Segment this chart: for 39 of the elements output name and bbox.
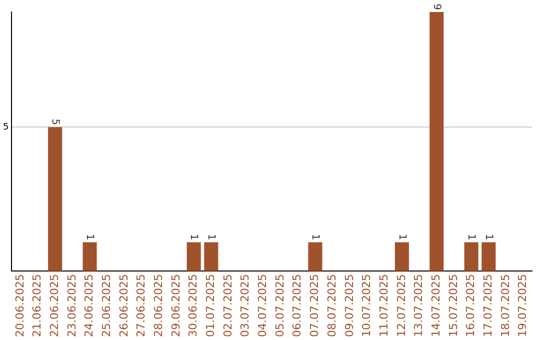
data-label: 9 [431, 4, 442, 10]
data-label: 1 [84, 234, 96, 240]
x-tick-label: 24.06.2025 [82, 274, 96, 338]
x-tick-label: 03.07.2025 [238, 274, 252, 338]
x-tick-label: 25.06.2025 [100, 274, 113, 338]
data-label: 1 [466, 234, 477, 240]
x-tick-label: 06.07.2025 [290, 274, 304, 338]
x-tick-label: 02.07.2025 [221, 274, 234, 338]
x-tick-label: 19.07.2025 [516, 274, 530, 338]
x-tick-label: 14.07.2025 [429, 274, 442, 338]
x-tick-label: 30.06.2025 [186, 274, 200, 338]
x-tick-label: 16.07.2025 [464, 274, 478, 338]
x-tick-label: 01.07.2025 [204, 274, 218, 338]
x-tick-label: 20.06.2025 [13, 274, 26, 338]
data-label: 1 [310, 234, 321, 240]
x-tick-label: 28.06.2025 [152, 274, 165, 338]
x-tick-label: 22.06.2025 [48, 274, 61, 338]
x-tick-label: 12.07.2025 [394, 274, 408, 338]
x-tick-label: 21.06.2025 [30, 274, 44, 338]
x-tick-label: 15.07.2025 [446, 274, 460, 338]
data-label: 1 [483, 234, 494, 240]
x-tick-label: 07.07.2025 [308, 274, 322, 338]
x-tick-label: 27.06.2025 [134, 274, 148, 338]
data-label: 5 [49, 118, 60, 126]
x-tick-label: 10.07.2025 [360, 274, 374, 338]
x-tick-label: 11.07.2025 [377, 274, 390, 338]
data-label: 1 [188, 234, 200, 240]
x-tick-label: 17.07.2025 [482, 274, 495, 338]
x-tick-label: 08.07.2025 [325, 274, 338, 338]
data-label: 1 [396, 234, 408, 240]
x-tick-label: 29.06.2025 [169, 274, 182, 338]
x-tick-label: 09.07.2025 [342, 274, 356, 338]
x-tick-label: 18.07.2025 [498, 274, 512, 338]
x-tick-label: 04.07.2025 [256, 274, 270, 338]
data-label: 1 [206, 234, 217, 240]
x-tick-label: 13.07.2025 [412, 274, 426, 338]
x-tick-label: 23.06.2025 [65, 274, 78, 338]
x-tick-label: 05.07.2025 [273, 274, 286, 338]
x-tick-label: 26.06.2025 [117, 274, 130, 338]
